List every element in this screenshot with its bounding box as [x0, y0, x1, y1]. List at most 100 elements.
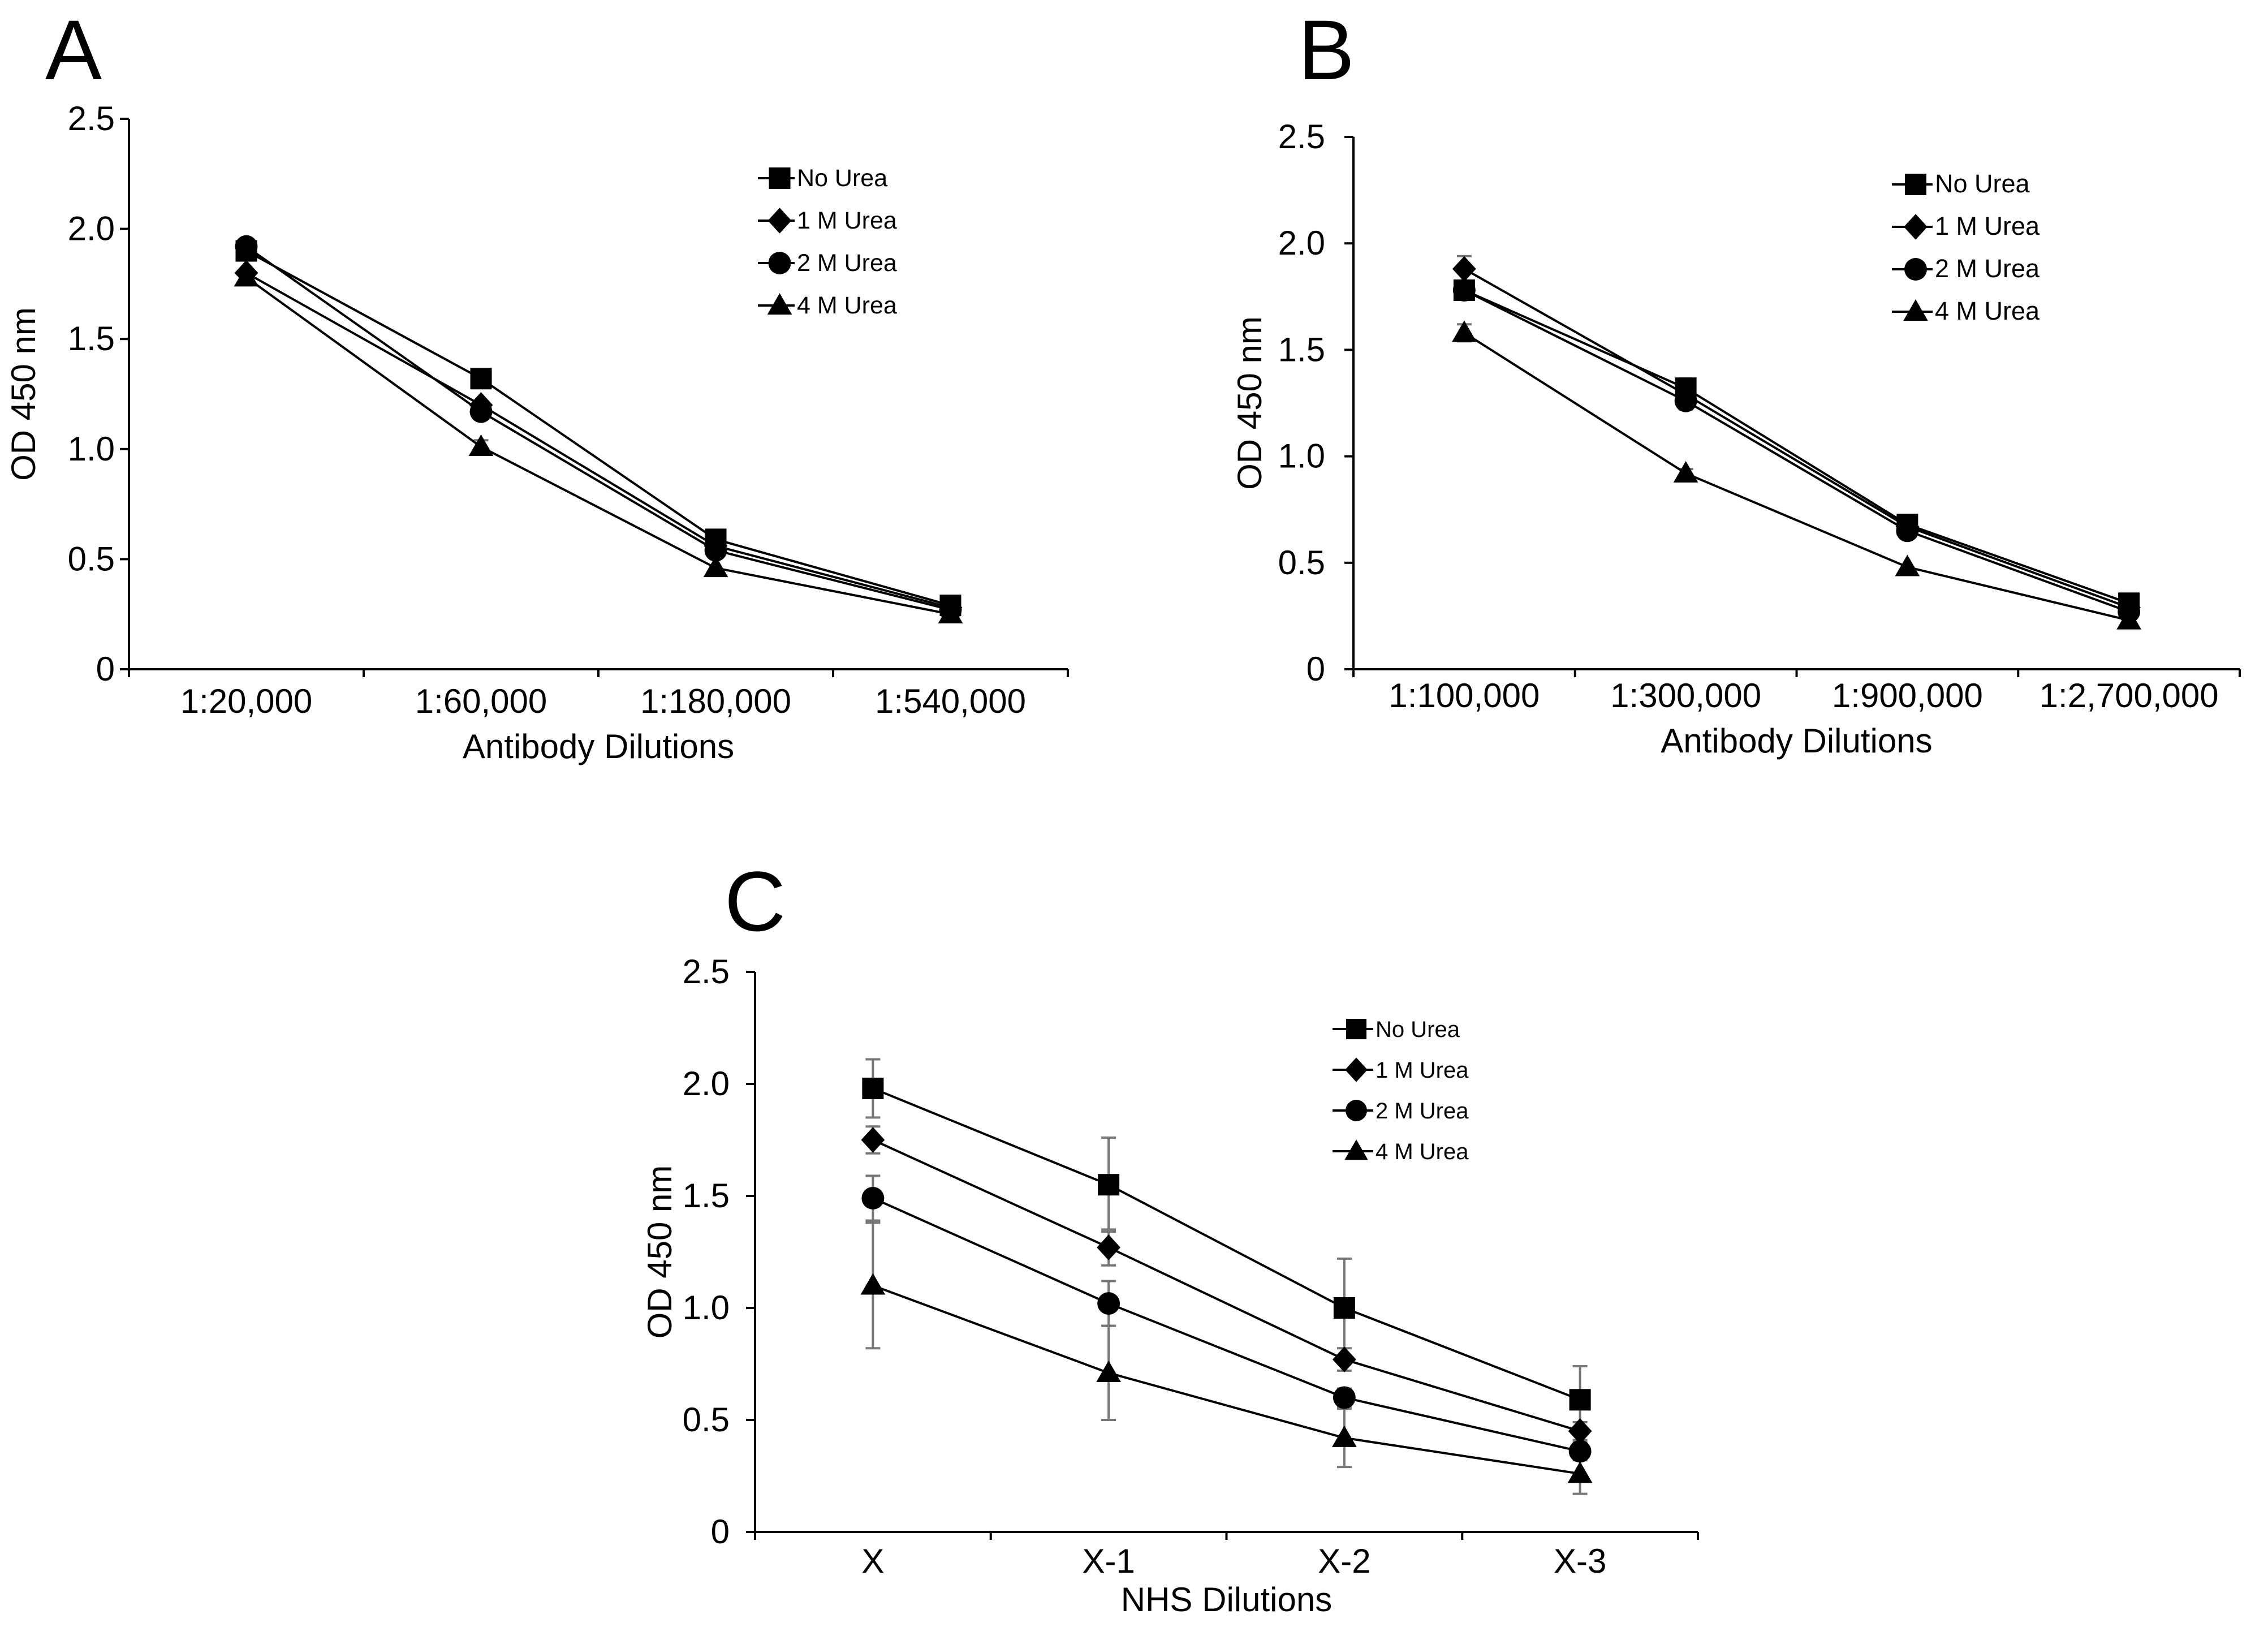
x-tick-label: X-2 — [1318, 1542, 1370, 1580]
y-axis-title: OD 450 nm — [641, 1165, 679, 1339]
series-line-4-m-urea — [1463, 332, 2129, 622]
data-point-4-m-urea — [1096, 1360, 1121, 1382]
data-point-1-m-urea — [1452, 256, 1476, 282]
data-point-2-m-urea — [1896, 519, 1919, 543]
x-axis-title: Antibody Dilutions — [463, 728, 734, 765]
y-tick-label: 2.5 — [683, 953, 730, 991]
legend-marker-4-m-urea — [1903, 299, 1928, 321]
series-line-4-m-urea — [872, 1284, 1580, 1475]
legend: No Urea 1 M Urea 2 M Urea 4 M Urea — [1892, 169, 2040, 325]
data-point-2-m-urea — [235, 235, 258, 258]
legend-marker-2-m-urea — [1904, 258, 1927, 281]
y-tick-label: 2.0 — [683, 1065, 730, 1103]
legend: No Urea 1 M Urea 2 M Urea 4 M Urea — [1333, 1017, 1469, 1164]
data-point-4-m-urea — [1332, 1425, 1357, 1447]
legend-label-no-urea: No Urea — [1376, 1017, 1460, 1042]
y-tick-label: 0.5 — [68, 540, 115, 578]
x-axis-title: NHS Dilutions — [1121, 1581, 1332, 1619]
data-point-2-m-urea — [1452, 279, 1476, 302]
data-point-no-urea — [1098, 1174, 1120, 1196]
data-point-2-m-urea — [1674, 389, 1697, 412]
legend-label-1-m-urea: 1 M Urea — [1935, 212, 2040, 240]
legend-label-4-m-urea: 4 M Urea — [1935, 296, 2040, 325]
data-point-4-m-urea — [234, 265, 259, 287]
series-line-1-m-urea — [872, 1139, 1581, 1432]
legend-label-4-m-urea: 4 M Urea — [797, 292, 897, 319]
data-point-2-m-urea — [704, 539, 727, 562]
legend-marker-no-urea — [769, 167, 791, 189]
data-point-4-m-urea — [1673, 460, 1698, 483]
x-tick-label: 1:300,000 — [1610, 677, 1761, 714]
y-tick-label: 2.0 — [68, 210, 115, 248]
x-tick-label: 1:60,000 — [415, 682, 547, 720]
panel-label-a: A — [45, 2, 102, 97]
y-tick-label: 0.5 — [683, 1401, 730, 1439]
legend-label-4-m-urea: 4 M Urea — [1376, 1139, 1469, 1164]
data-point-no-urea — [862, 1077, 884, 1099]
x-tick-label: 1:20,000 — [180, 682, 313, 720]
legend-label-2-m-urea: 2 M Urea — [1376, 1099, 1469, 1124]
data-point-no-urea — [470, 368, 492, 390]
data-point-4-m-urea — [860, 1273, 886, 1295]
legend-label-no-urea: No Urea — [797, 165, 887, 192]
series-line-1-m-urea — [1463, 268, 2129, 609]
legend-marker-4-m-urea — [767, 293, 792, 315]
legend: No Urea 1 M Urea 2 M Urea 4 M Urea — [758, 165, 897, 319]
x-tick-label: 1:2,700,000 — [2040, 677, 2219, 714]
legend-marker-4-m-urea — [1344, 1139, 1368, 1160]
data-point-no-urea — [1333, 1297, 1355, 1319]
y-tick-label: 0.5 — [1278, 544, 1325, 582]
series-line-2-m-urea — [245, 246, 951, 611]
y-tick-label: 2.5 — [1278, 118, 1325, 156]
x-tick-label: 1:900,000 — [1832, 677, 1983, 714]
series-line-2-m-urea — [1463, 289, 2129, 613]
series-line-1-m-urea — [245, 272, 951, 609]
y-tick-label: 1.5 — [683, 1177, 730, 1215]
data-point-4-m-urea — [703, 556, 728, 578]
data-point-1-m-urea — [861, 1127, 885, 1153]
series-line-no-urea — [1464, 289, 2129, 605]
legend-marker-no-urea — [1346, 1018, 1367, 1040]
panel-a: A 0 0.5 1.0 1.5 2.0 2.5 1:20,000 1:60,000 1:180,0… — [5, 2, 1069, 765]
x-tick-label: X — [861, 1542, 884, 1580]
data-point-4-m-urea — [468, 434, 494, 457]
legend-marker-2-m-urea — [1346, 1100, 1367, 1121]
y-axis-title: OD 450 nm — [5, 307, 42, 481]
y-tick-label: 0 — [711, 1513, 730, 1551]
legend-label-2-m-urea: 2 M Urea — [1935, 254, 2040, 283]
legend-label-2-m-urea: 2 M Urea — [797, 249, 897, 277]
legend-marker-1-m-urea — [1904, 214, 1928, 240]
data-point-1-m-urea — [1097, 1234, 1121, 1260]
data-point-1-m-urea — [1568, 1418, 1592, 1444]
data-point-1-m-urea — [1332, 1346, 1356, 1372]
x-tick-label: X-3 — [1554, 1542, 1606, 1580]
series-line-no-urea — [245, 249, 951, 607]
data-point-2-m-urea — [1333, 1386, 1356, 1409]
x-tick-label: 1:540,000 — [875, 682, 1026, 720]
panel-b: B 0 0.5 1.0 1.5 2.0 2.5 1:100,000 1:300,000 1:900… — [1231, 2, 2241, 760]
y-tick-label: 1.5 — [68, 320, 115, 358]
legend-marker-no-urea — [1905, 174, 1926, 195]
y-tick-label: 1.0 — [68, 430, 115, 468]
y-axis-title: OD 450 nm — [1231, 316, 1269, 490]
y-tick-label: 1.0 — [683, 1289, 730, 1327]
panel-label-b: B — [1298, 2, 1355, 97]
y-tick-label: 2.0 — [1278, 224, 1325, 262]
series-line-no-urea — [872, 1087, 1581, 1401]
x-tick-label: 1:180,000 — [640, 682, 791, 720]
data-point-2-m-urea — [1097, 1292, 1120, 1315]
data-point-2-m-urea — [469, 400, 493, 423]
x-tick-label: X-1 — [1082, 1542, 1135, 1580]
data-point-4-m-urea — [1567, 1461, 1593, 1483]
data-point-2-m-urea — [1568, 1440, 1592, 1463]
data-point-no-urea — [1569, 1389, 1591, 1411]
legend-label-1-m-urea: 1 M Urea — [1376, 1058, 1469, 1083]
panel-label-c: C — [725, 854, 786, 949]
legend-label-no-urea: No Urea — [1935, 169, 2030, 198]
panel-c: C 0 0.5 1.0 1.5 2.0 2.5 X X-1 X-2 X-3 NHS Dilutions… — [641, 854, 1699, 1619]
legend-marker-2-m-urea — [768, 252, 791, 274]
legend-label-1-m-urea: 1 M Urea — [797, 207, 897, 234]
x-axis-title: Antibody Dilutions — [1661, 722, 1932, 760]
